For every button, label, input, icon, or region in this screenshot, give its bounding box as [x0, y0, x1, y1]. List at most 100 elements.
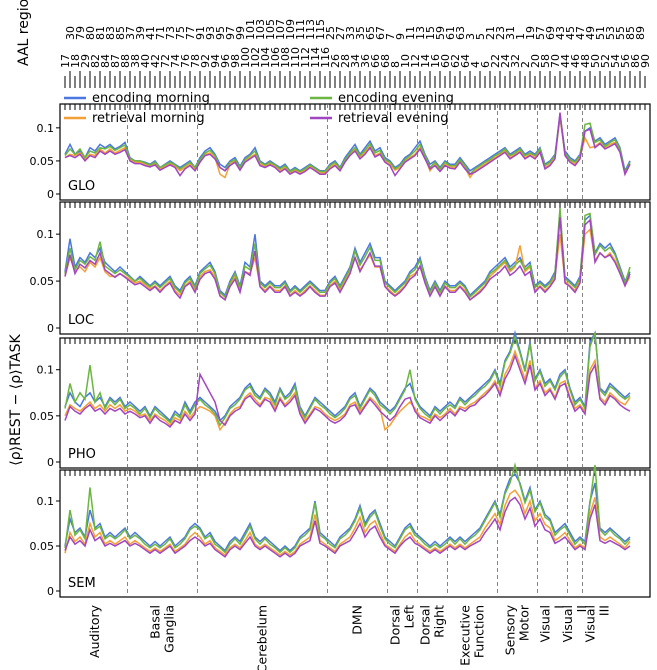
region-label: 68	[379, 54, 392, 68]
region-label: 29	[79, 54, 92, 68]
group-label: Visual	[560, 605, 575, 642]
region-label: 41	[144, 26, 157, 40]
region-label: 54	[609, 54, 622, 68]
region-label: 30	[64, 26, 77, 40]
region-label: 64	[459, 54, 472, 68]
region-label: 49	[584, 26, 597, 40]
region-label: 23	[494, 26, 507, 40]
series-line	[64, 462, 631, 554]
region-label: 21	[484, 26, 497, 40]
region-label: 85	[624, 26, 637, 40]
region-label: 90	[639, 54, 652, 68]
region-label: 103	[254, 19, 267, 40]
region-label: 36	[359, 54, 372, 68]
group-label: Function	[472, 605, 487, 658]
region-label: 10	[399, 54, 412, 68]
region-label: 73	[164, 26, 177, 40]
region-label: 75	[174, 26, 187, 40]
region-label: 24	[499, 54, 512, 68]
series-line	[64, 115, 631, 176]
region-label: 28	[339, 54, 352, 68]
region-label: 70	[549, 54, 562, 68]
region-label: 71	[154, 26, 167, 40]
series-line	[64, 217, 631, 301]
region-label: 88	[119, 54, 132, 68]
group-label: Visual	[538, 605, 553, 642]
series-line	[64, 489, 631, 557]
region-label: 116	[319, 47, 332, 68]
region-label: 11	[404, 26, 417, 40]
region-label: 51	[594, 26, 607, 40]
region-label: 97	[224, 26, 237, 40]
region-label: 55	[614, 26, 627, 40]
region-label: 8	[389, 61, 402, 68]
y-tick-label: 0.05	[30, 540, 55, 553]
region-label: 93	[204, 26, 217, 40]
group-label: Sensory	[503, 604, 518, 655]
region-label: 113	[304, 19, 317, 40]
region-label: 37	[124, 26, 137, 40]
region-label: 101	[244, 19, 257, 40]
region-label: 72	[159, 54, 172, 68]
series-line	[64, 207, 631, 299]
legend-entry: retrieval morning	[92, 111, 205, 126]
legend: encoding morning retrieval morning encodin…	[64, 91, 454, 126]
region-label: 111	[294, 19, 307, 40]
top-axis-title: AAL region	[16, 0, 32, 66]
region-label: 52	[599, 54, 612, 68]
region-label: 60	[439, 54, 452, 68]
region-label: 105	[264, 19, 277, 40]
region-label: 74	[169, 54, 182, 68]
region-label: 56	[619, 54, 632, 68]
region-label: 25	[324, 26, 337, 40]
region-label: 89	[634, 26, 647, 40]
panel-label: SEM	[68, 576, 96, 591]
region-label: 9	[394, 33, 407, 40]
y-tick-label: 0.1	[37, 122, 55, 135]
region-label: 7	[384, 33, 397, 40]
region-label: 110	[289, 47, 302, 68]
region-label: 6	[479, 61, 492, 68]
region-label: 84	[99, 54, 112, 68]
region-label: 32	[509, 54, 522, 68]
group-label: Dorsal	[418, 605, 433, 645]
region-label: 63	[454, 26, 467, 40]
group-labels: Auditory Basal Ganglia Cerebelum DMN Dorsal Le…	[87, 604, 612, 670]
panels: 0 0.05 0.1 GLO 0 0.05 0.1 LOC 0 0.05 0.1 PHO 0 0.05 0.…	[30, 103, 651, 598]
y-tick-label: 0.05	[30, 410, 55, 423]
legend-entry: retrieval evening	[338, 111, 449, 126]
panel-sem: 0 0.05 0.1 SEM	[30, 462, 651, 598]
region-label: 17	[59, 54, 72, 68]
region-label: 100	[239, 47, 252, 68]
series-line	[64, 353, 631, 428]
region-label: 78	[189, 54, 202, 68]
region-label: 26	[329, 54, 342, 68]
region-label: 31	[504, 26, 517, 40]
region-label: 112	[299, 47, 312, 68]
group-label: Auditory	[87, 604, 102, 658]
region-label: 66	[369, 54, 382, 68]
region-label: 59	[434, 26, 447, 40]
region-label: 94	[209, 54, 222, 68]
series-line	[64, 117, 631, 179]
panel-pho: 0 0.05 0.1 PHO	[30, 329, 651, 469]
group-label: DMN	[350, 605, 365, 635]
region-label: 47	[574, 26, 587, 40]
series-line	[64, 348, 631, 432]
region-label: 115	[314, 19, 327, 40]
region-label: 83	[104, 26, 117, 40]
region-label: 48	[579, 54, 592, 68]
region-label: 53	[604, 26, 617, 40]
region-label: 96	[219, 54, 232, 68]
y-tick-label: 0	[47, 322, 54, 335]
region-label: 109	[284, 19, 297, 40]
region-label: 40	[139, 54, 152, 68]
region-label: 76	[179, 54, 192, 68]
region-label: 50	[589, 54, 602, 68]
region-label: 12	[409, 54, 422, 68]
top-axis: 1730187929808281848387858837383940414271…	[59, 19, 652, 88]
region-label: 13	[414, 26, 427, 40]
y-axis-label: ⟨ρ⟩REST − ⟨ρ⟩TASK	[8, 333, 24, 465]
panel-label: PHO	[68, 447, 96, 462]
series-line	[64, 329, 631, 422]
